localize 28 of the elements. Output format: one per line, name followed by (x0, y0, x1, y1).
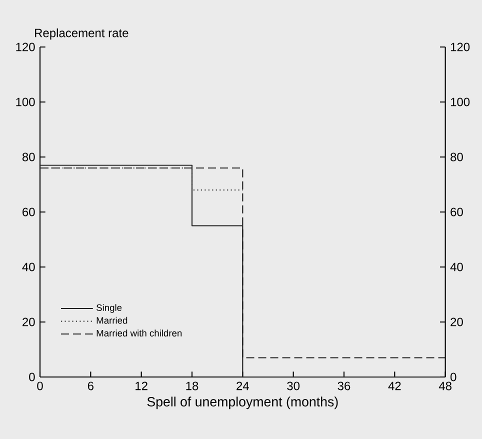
legend-label: Married (96, 316, 128, 324)
y2-tick-label: 120 (450, 42, 470, 52)
y2-tick-label: 60 (450, 208, 463, 216)
y2-tick-label: 20 (450, 318, 463, 326)
x-tick-label: 30 (287, 382, 300, 390)
legend-label: Single (96, 304, 122, 313)
y2-tick-label: 100 (450, 98, 470, 106)
y-tick-label: 20 (22, 318, 35, 326)
y-tick-label: 40 (22, 262, 35, 272)
x-tick-label: 36 (338, 382, 350, 390)
x-tick-label: 12 (136, 382, 148, 390)
y2-tick-label: 40 (450, 262, 463, 272)
y-axis-title: Replacement rate (35, 28, 128, 40)
x-axis-title: Spell of unemployment (months) (147, 396, 338, 410)
x-tick-label: 42 (388, 382, 401, 390)
legend-label: Married with children (96, 330, 182, 336)
x-tick-label: 6 (88, 382, 94, 390)
y2-tick-label: 80 (450, 152, 463, 162)
y-tick-label: 100 (16, 98, 35, 106)
y-tick-label: 60 (22, 208, 35, 216)
x-tick-label: 18 (186, 382, 198, 390)
y-tick-label: 80 (22, 152, 35, 162)
x-tick-label: 48 (438, 382, 452, 390)
y-tick-label: 120 (16, 42, 35, 52)
y-tick-label: 0 (29, 372, 35, 382)
y2-tick-label: 0 (450, 372, 456, 382)
x-tick-label: 0 (37, 382, 43, 390)
x-tick-label: 24 (236, 382, 249, 390)
